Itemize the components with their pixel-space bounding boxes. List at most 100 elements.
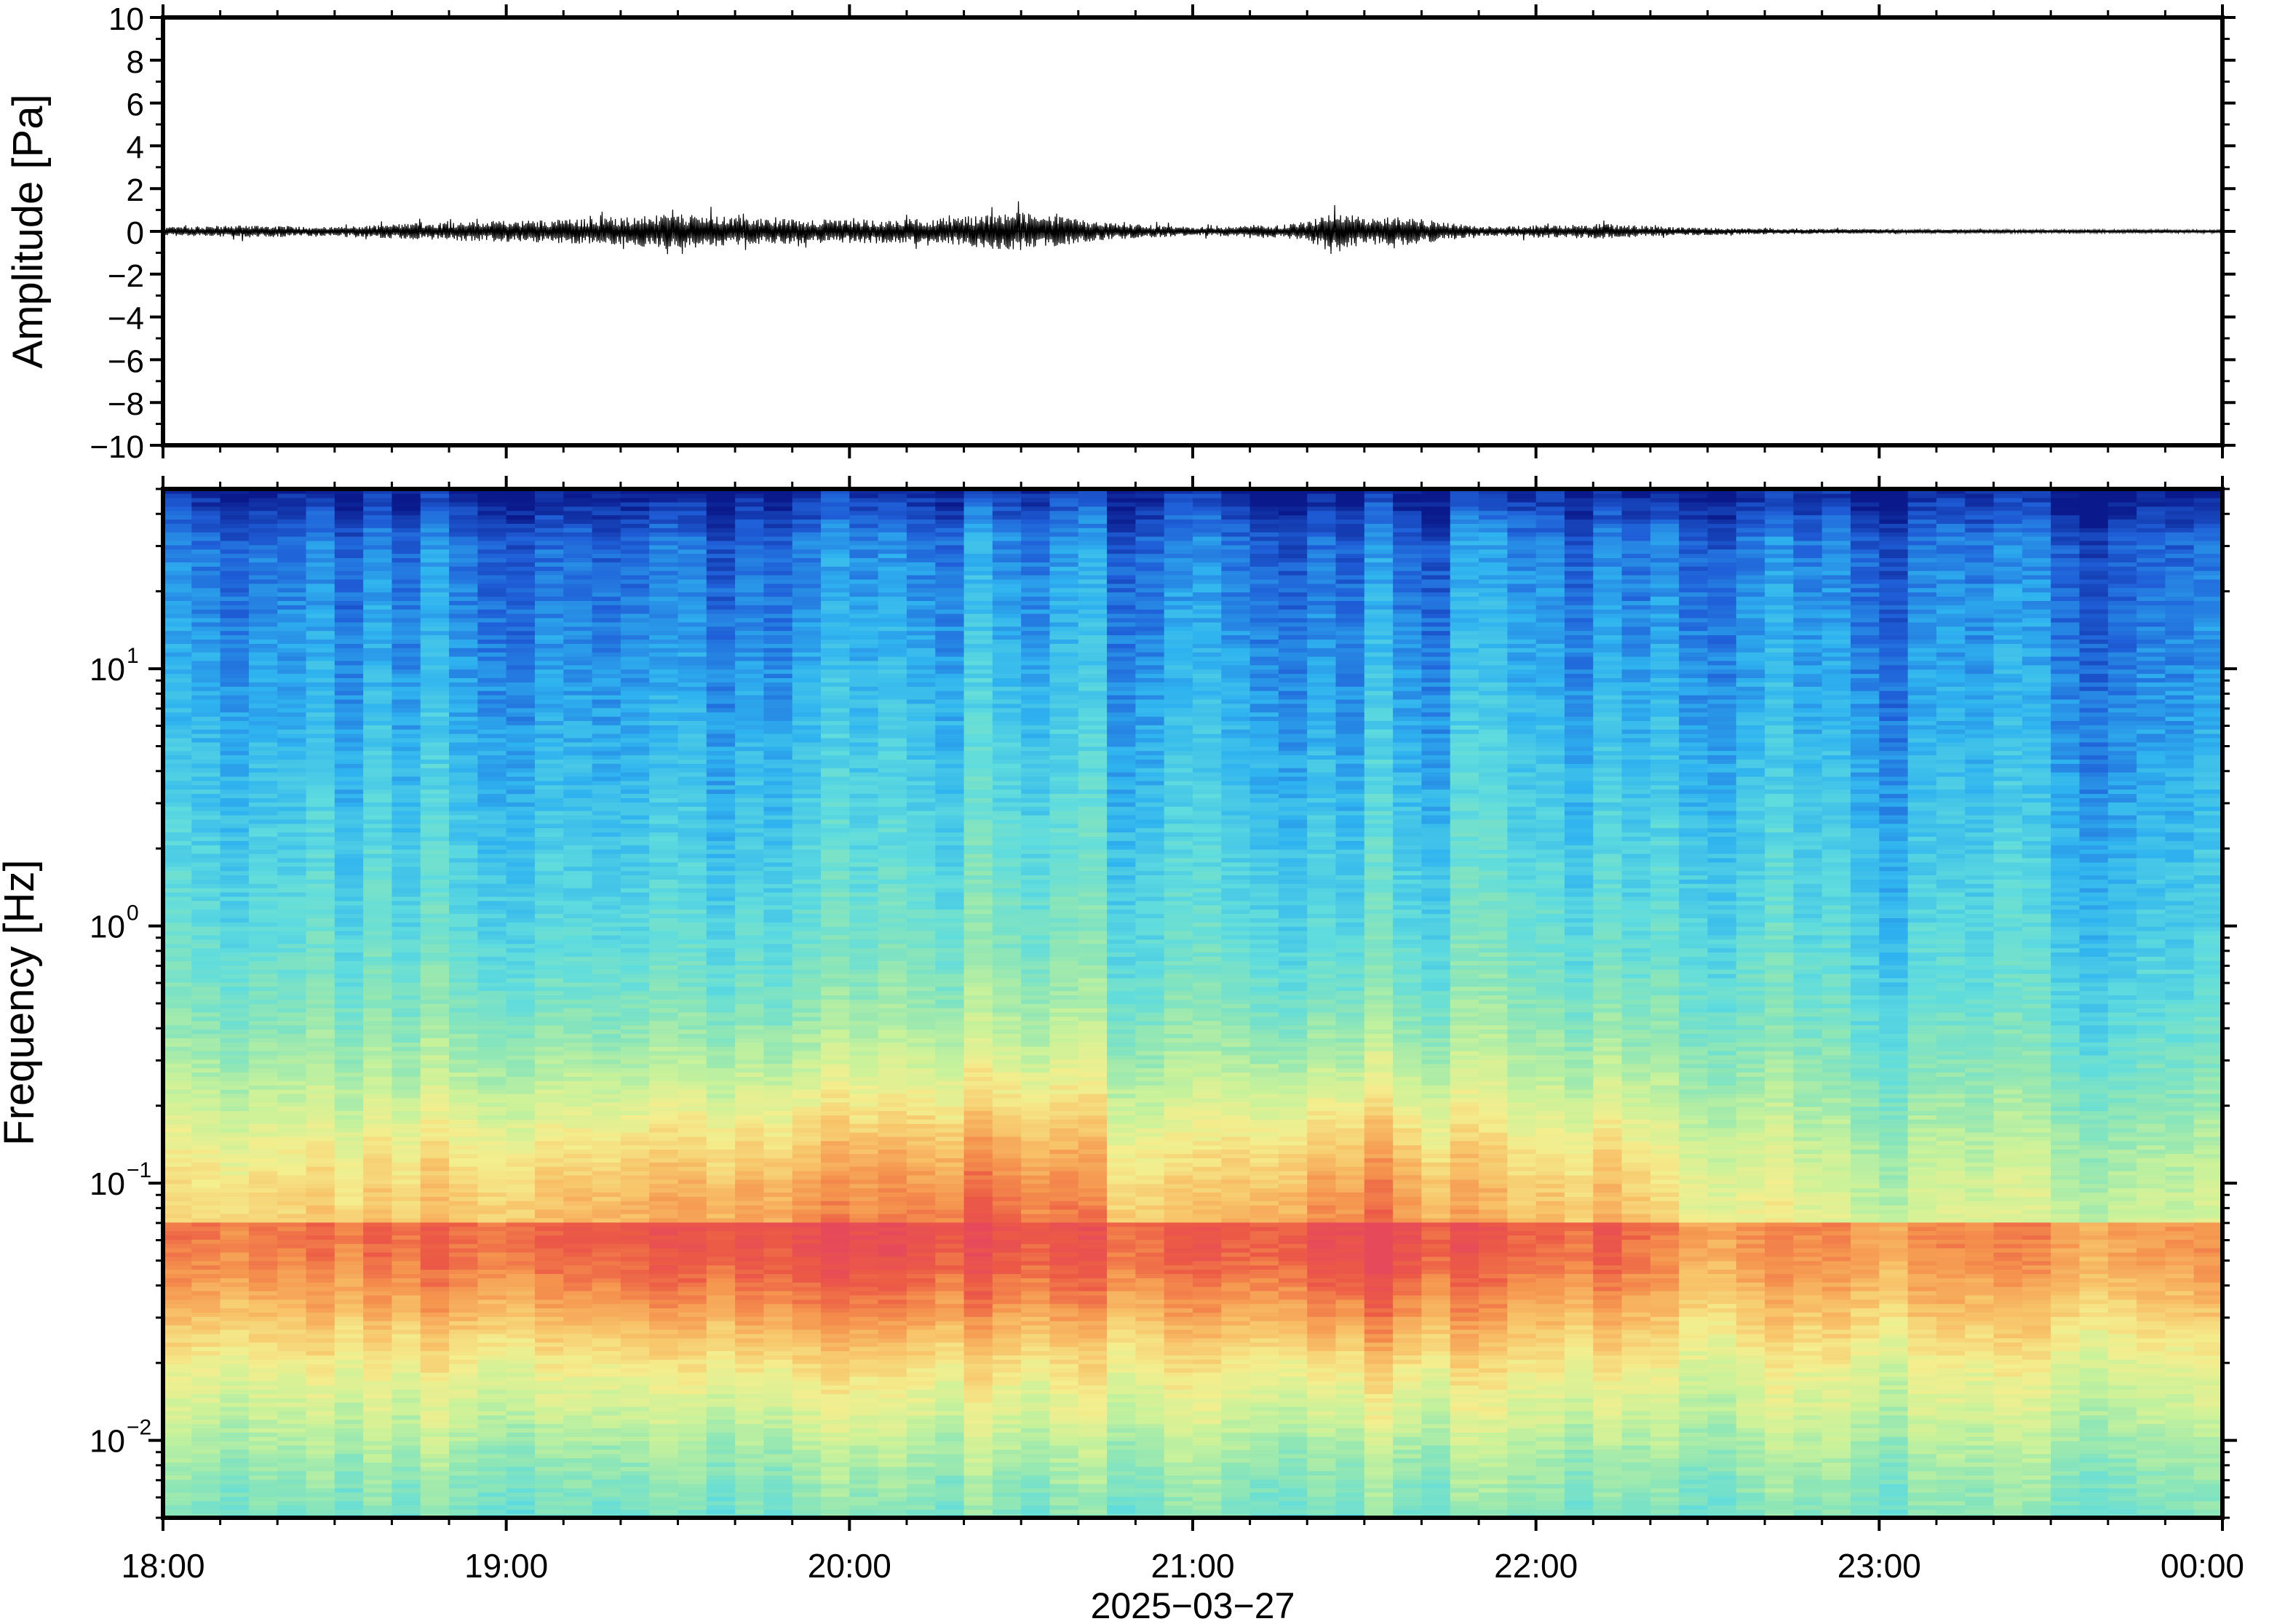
spectrogram-cell xyxy=(620,720,650,725)
spectrogram-cell xyxy=(506,694,536,700)
spectrogram-cell xyxy=(306,677,335,682)
spectrogram-cell xyxy=(534,1226,565,1232)
spectrogram-cell xyxy=(506,805,536,811)
spectrogram-cell xyxy=(534,728,565,734)
spectrogram-cell xyxy=(677,1487,707,1493)
spectrogram-cell xyxy=(563,1290,593,1296)
spectrogram-cell xyxy=(620,1350,650,1356)
spectrogram-cell xyxy=(706,1106,736,1112)
spectrogram-cell xyxy=(706,651,736,657)
spectrogram-cell xyxy=(534,677,565,682)
spectrogram-cell xyxy=(277,660,307,666)
spectrogram-cell xyxy=(191,1088,221,1094)
spectrogram-cell xyxy=(277,510,307,516)
spectrogram-cell xyxy=(649,1072,679,1077)
spectrogram-cell xyxy=(477,1131,507,1137)
spectrogram-cell xyxy=(220,664,250,670)
spectrogram-cell xyxy=(306,686,335,691)
spectrogram-cell xyxy=(620,510,650,516)
spectrogram-cell xyxy=(306,1355,335,1360)
spectrogram-cell xyxy=(592,1196,621,1201)
spectrogram-cell xyxy=(248,1196,279,1201)
spectrogram-cell xyxy=(277,1329,307,1334)
spectrogram-cell xyxy=(677,656,707,661)
spectrogram-cell xyxy=(706,1423,736,1429)
spectrogram-cell xyxy=(220,1307,250,1313)
spectrogram-cell xyxy=(677,1393,707,1398)
spectrogram-cell xyxy=(677,1003,707,1008)
spectrogram-cell xyxy=(277,519,307,524)
spectrogram-cell xyxy=(163,1020,193,1026)
spectrogram-cell xyxy=(220,990,250,996)
spectrogram-cell xyxy=(334,1496,364,1502)
spectrogram-cell xyxy=(563,1487,593,1493)
spectrogram-cell xyxy=(592,673,621,679)
spectrogram-cell xyxy=(534,1428,565,1433)
spectrogram-cell xyxy=(506,1140,536,1146)
spectrogram-cell xyxy=(677,999,707,1004)
spectrogram-cell xyxy=(363,1050,393,1056)
spectrogram-cell xyxy=(506,1260,536,1266)
spectrogram-cell xyxy=(420,866,450,872)
spectrogram-cell xyxy=(163,986,193,992)
spectrogram-cell xyxy=(706,1406,736,1412)
spectrogram-cell xyxy=(277,1179,307,1185)
spectrogram-cell xyxy=(306,528,335,533)
spectrogram-cell xyxy=(220,1183,250,1189)
spectrogram-cell xyxy=(392,887,421,893)
spectrogram-cell xyxy=(449,836,479,841)
spectrogram-cell xyxy=(649,1393,679,1398)
spectrogram-cell xyxy=(220,1462,250,1468)
spectrogram-cell xyxy=(592,1410,621,1416)
spectrogram-cell xyxy=(649,926,679,931)
spectrogram-cell xyxy=(592,677,621,682)
spectrogram-cell xyxy=(277,750,307,756)
spectrogram-cell xyxy=(677,1076,707,1081)
spectrogram-cell xyxy=(449,797,479,803)
spectrogram-cell xyxy=(277,643,307,648)
spectrogram-cell xyxy=(363,1307,393,1313)
spectrogram-cell xyxy=(220,930,250,936)
spectrogram-cell xyxy=(220,904,250,910)
spectrogram-cell xyxy=(220,1038,250,1043)
spectrogram-cell xyxy=(191,1428,221,1433)
spectrogram-cell xyxy=(563,952,593,957)
spectrogram-cell xyxy=(534,1281,565,1287)
spectrogram-cell xyxy=(191,939,221,944)
spectrogram-cell xyxy=(220,887,250,893)
spectrogram-cell xyxy=(334,1376,364,1382)
spectrogram-cell xyxy=(334,1428,364,1433)
spectrogram-cell xyxy=(220,519,250,524)
spectrogram-cell xyxy=(248,999,279,1004)
spectrogram-cell xyxy=(677,634,707,640)
spectrogram-cell xyxy=(306,489,335,494)
spectrogram-cell xyxy=(306,660,335,666)
spectrogram-cell xyxy=(220,737,250,743)
spectrogram-cell xyxy=(592,566,621,571)
spectrogram-cell xyxy=(506,1449,536,1454)
spectrogram-cell xyxy=(563,1393,593,1398)
spectrogram-cell xyxy=(677,1496,707,1502)
spectrogram-cell xyxy=(534,1183,565,1189)
spectrogram-cell xyxy=(449,1088,479,1094)
spectrogram-cell xyxy=(706,1286,736,1291)
spectrogram-cell xyxy=(363,1372,393,1377)
spectrogram-cell xyxy=(277,1286,307,1291)
spectrogram-cell xyxy=(563,1020,593,1026)
spectrogram-cell xyxy=(363,982,393,987)
spectrogram-cell xyxy=(534,1329,565,1334)
spectrogram-cell xyxy=(163,1324,193,1330)
spectrogram-cell xyxy=(363,1367,393,1373)
spectrogram-cell xyxy=(706,1453,736,1459)
spectrogram-cell xyxy=(563,896,593,901)
spectrogram-cell xyxy=(420,536,450,541)
spectrogram-cell xyxy=(449,540,479,546)
spectrogram-cell xyxy=(649,939,679,944)
spectrogram-cell xyxy=(248,1131,279,1137)
spectrogram-cell xyxy=(191,1097,221,1103)
spectrogram-cell xyxy=(677,1192,707,1197)
spectrogram-cell xyxy=(449,1042,479,1047)
spectrogram-cell xyxy=(363,694,393,700)
spectrogram-cell xyxy=(506,1136,536,1142)
spectrogram-cell xyxy=(163,771,193,777)
